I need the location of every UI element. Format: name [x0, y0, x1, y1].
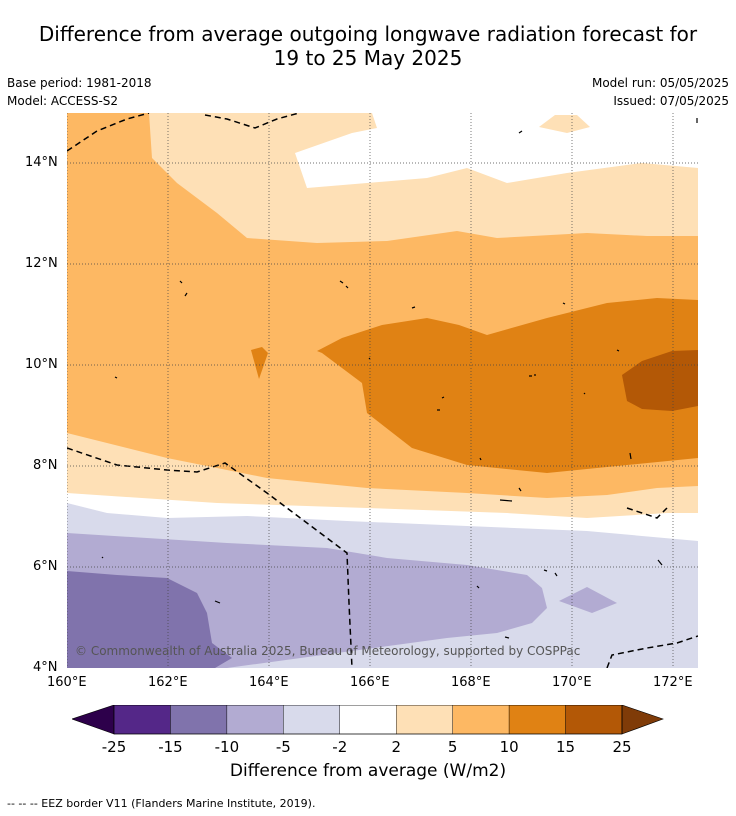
colorbar-ticks: -25 -15 -10 -5 -2 2 5 10 15 25 [102, 738, 632, 756]
colorbar-over-arrow [621, 704, 664, 735]
colorbar-cell [452, 704, 510, 735]
colorbar-cell [565, 704, 623, 735]
colorbar-cell [226, 704, 284, 735]
eez-border [67, 113, 698, 668]
lat-label-4n: 4°N [33, 660, 58, 675]
map-svg [67, 113, 698, 668]
colorbar-tick-label: 10 [500, 738, 519, 756]
model-name: Model: ACCESS-S2 [7, 94, 119, 108]
lon-label-162e: 162°E [148, 675, 188, 690]
colorbar-cell [113, 704, 171, 735]
colorbar-tick-label: 15 [556, 738, 575, 756]
colorbar-tick-label: -15 [158, 738, 183, 756]
colorbar-tick-label: 25 [612, 738, 631, 756]
colorbar-cell [170, 704, 228, 735]
colorbar-cell [339, 704, 397, 735]
islands [101, 118, 698, 639]
colorbar-tick-label: 5 [448, 738, 458, 756]
band-neg5-neg10-patch [559, 587, 617, 613]
colorbar-cell [396, 704, 453, 735]
lat-label-10n: 10°N [25, 357, 58, 372]
colorbar-cell [283, 704, 340, 735]
issued-date: Issued: 07/05/2025 [613, 94, 729, 108]
colorbar-tick-label: 2 [391, 738, 401, 756]
grid [67, 113, 698, 668]
colorbar-cell [508, 704, 566, 735]
colorbar-svg: -25 -15 -10 -5 -2 2 5 10 15 25 [71, 704, 664, 756]
lat-label-14n: 14°N [25, 155, 58, 170]
colorbar-title: Difference from average (W/m2) [229, 761, 507, 781]
lon-label-170e: 170°E [552, 675, 592, 690]
model-run: Model run: 05/05/2025 [591, 76, 729, 90]
copyright-notice: © Commonwealth of Australia 2025, Bureau… [75, 644, 581, 658]
lat-label-12n: 12°N [25, 256, 58, 271]
lon-label-160e: 160°E [47, 675, 87, 690]
lon-label-164e: 164°E [249, 675, 289, 690]
band-10-15 [317, 298, 698, 473]
lon-label-172e: 172°E [653, 675, 693, 690]
colorbar-tick-label: -2 [332, 738, 347, 756]
colorbar-tick-label: -10 [215, 738, 240, 756]
band-neg10-neg15 [67, 571, 232, 668]
colorbar: -25 -15 -10 -5 -2 2 5 10 15 25 [71, 704, 664, 765]
title-line-1: Difference from average outgoing longwav… [38, 22, 698, 46]
lon-label-166e: 166°E [350, 675, 390, 690]
meta-left: Base period: 1981-2018 Model: ACCESS-S2 [7, 74, 152, 110]
base-period: Base period: 1981-2018 [7, 76, 152, 90]
colorbar-tick-label: -25 [102, 738, 127, 756]
band-10-15-blob [251, 347, 268, 379]
title-line-2: 19 to 25 May 2025 [273, 46, 463, 70]
lon-label-168e: 168°E [451, 675, 491, 690]
map-panel[interactable]: © Commonwealth of Australia 2025, Bureau… [67, 113, 698, 668]
colorbar-tick-label: -5 [276, 738, 291, 756]
colorbar-under-arrow [71, 704, 115, 735]
eez-footnote: -- -- -- EEZ border V11 (Flanders Marine… [7, 797, 316, 810]
meta-right: Model run: 05/05/2025 Issued: 07/05/2025 [592, 74, 729, 110]
lat-label-8n: 8°N [33, 458, 58, 473]
band-2-5-patch-a [539, 115, 590, 133]
colorbar-cells [113, 704, 623, 735]
lat-label-6n: 6°N [33, 559, 58, 574]
map-title: Difference from average outgoing longwav… [0, 22, 736, 70]
